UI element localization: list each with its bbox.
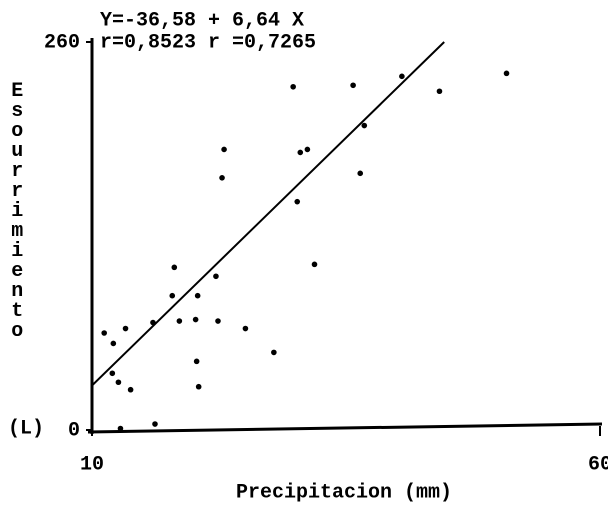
point	[101, 330, 107, 336]
point	[192, 316, 199, 323]
point	[219, 175, 225, 181]
point	[193, 358, 200, 365]
point	[294, 198, 301, 205]
y-axis-label: Esourrimiento	[6, 80, 29, 340]
point	[194, 292, 201, 299]
y-tick-label: 0	[68, 419, 80, 442]
annotation: r=0,8523 r =0,7265	[100, 31, 316, 54]
point	[176, 318, 183, 324]
x-axis-label: Precipitacion (mm)	[236, 481, 452, 504]
point	[110, 340, 117, 347]
point	[169, 292, 176, 299]
point	[171, 264, 178, 271]
y-tick-label: 260	[44, 31, 80, 54]
point	[311, 261, 318, 268]
regression-line	[91, 41, 445, 387]
point	[503, 70, 510, 77]
x-tick-label: 10	[80, 453, 104, 476]
point	[152, 421, 158, 427]
point	[242, 325, 249, 332]
point	[213, 273, 219, 280]
y-unit: (L)	[8, 417, 44, 440]
point	[215, 318, 221, 324]
point	[304, 146, 311, 153]
point	[127, 386, 134, 393]
point	[109, 370, 116, 377]
x-tick-label: 60	[588, 453, 608, 476]
point	[271, 349, 277, 356]
point	[117, 425, 124, 432]
point	[399, 73, 405, 80]
point	[122, 325, 129, 332]
point	[150, 319, 156, 326]
point	[350, 82, 356, 89]
x-axis	[87, 422, 603, 434]
point	[297, 149, 304, 156]
annotation: Y=-36,58 + 6,64 X	[100, 9, 304, 32]
point	[361, 122, 368, 129]
point	[195, 383, 202, 390]
point	[436, 88, 443, 95]
point	[357, 170, 364, 177]
point	[221, 146, 227, 153]
point	[115, 379, 122, 386]
point	[290, 83, 296, 90]
